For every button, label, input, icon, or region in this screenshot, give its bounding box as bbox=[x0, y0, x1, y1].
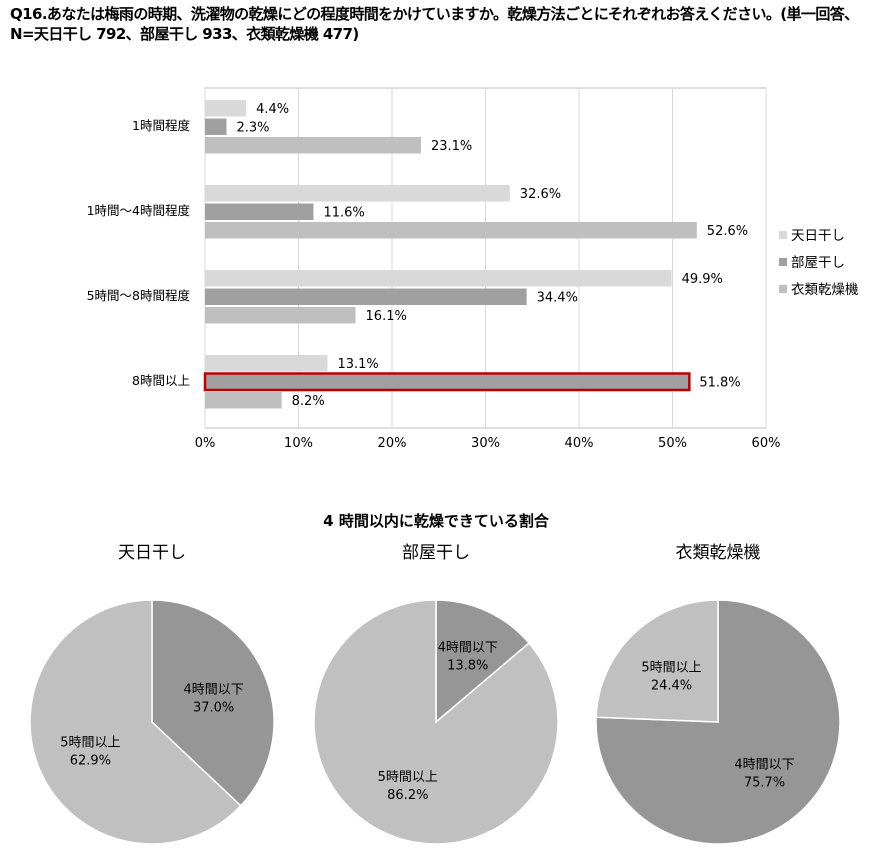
data-label: 52.6% bbox=[707, 224, 748, 239]
slice-label: 5時間以上 bbox=[641, 661, 701, 676]
bar bbox=[205, 288, 527, 305]
data-label: 49.9% bbox=[682, 272, 723, 287]
category-label: 5時間～8時間程度 bbox=[87, 288, 191, 303]
data-label: 4.4% bbox=[256, 102, 289, 117]
data-label: 8.2% bbox=[292, 394, 325, 409]
slice-label: 5時間以上 bbox=[60, 736, 120, 751]
slice-label: 4時間以下 bbox=[438, 640, 498, 655]
x-tick-label: 0% bbox=[195, 436, 216, 451]
pie-slice bbox=[595, 599, 719, 723]
pie-slice bbox=[151, 599, 275, 807]
data-label: 13.1% bbox=[337, 357, 378, 372]
x-tick-label: 50% bbox=[658, 436, 687, 451]
bar bbox=[205, 137, 421, 154]
category-label: 8時間以上 bbox=[132, 373, 190, 388]
bar bbox=[205, 185, 510, 202]
slice-value: 37.0% bbox=[193, 700, 234, 715]
slice-label: 5時間以上 bbox=[378, 770, 438, 785]
slice-label: 4時間以下 bbox=[183, 682, 243, 697]
slice-value: 62.9% bbox=[70, 754, 111, 769]
bar bbox=[205, 222, 697, 239]
bar bbox=[203, 372, 691, 392]
bar bbox=[205, 392, 282, 409]
bar bbox=[205, 118, 227, 135]
pie-slice bbox=[435, 599, 531, 724]
slice-value: 24.4% bbox=[651, 679, 692, 694]
legend-swatch bbox=[779, 231, 787, 239]
legend-label: 天日干し bbox=[791, 228, 845, 244]
slice-value: 75.7% bbox=[744, 775, 785, 790]
x-tick-label: 60% bbox=[752, 436, 781, 451]
legend-label: 衣類乾燥機 bbox=[791, 282, 859, 298]
pie-title: 部屋干し bbox=[402, 543, 470, 563]
pie-slice bbox=[29, 599, 242, 845]
bar bbox=[205, 355, 328, 372]
category-label: 1時間程度 bbox=[132, 118, 190, 133]
data-label: 23.1% bbox=[431, 139, 472, 154]
x-tick-label: 10% bbox=[284, 436, 313, 451]
pie-title: 天日干し bbox=[118, 543, 186, 563]
bar bbox=[205, 307, 356, 324]
bar bbox=[205, 270, 672, 287]
x-tick-label: 40% bbox=[565, 436, 594, 451]
bar bbox=[205, 100, 247, 117]
slice-value: 86.2% bbox=[387, 788, 428, 803]
slice-value: 13.8% bbox=[447, 658, 488, 673]
slice-label: 4時間以下 bbox=[734, 757, 794, 772]
data-label: 32.6% bbox=[520, 187, 561, 202]
data-label: 51.8% bbox=[699, 376, 740, 391]
x-tick-label: 30% bbox=[471, 436, 500, 451]
pie-group-title: 4 時間以内に乾燥できている割合 bbox=[323, 512, 550, 530]
category-label: 1時間～4時間程度 bbox=[87, 203, 191, 218]
data-label: 16.1% bbox=[366, 309, 407, 324]
question-title: Q16.あなたは梅雨の時期、洗濯物の乾燥にどの程度時間をかけていますか。乾燥方法… bbox=[10, 5, 859, 43]
data-label: 2.3% bbox=[237, 121, 270, 136]
pie-slice bbox=[313, 599, 559, 845]
pie-title: 衣類乾燥機 bbox=[676, 543, 761, 563]
data-label: 34.4% bbox=[537, 291, 578, 306]
bar bbox=[205, 203, 314, 220]
legend-swatch bbox=[779, 258, 787, 266]
data-label: 11.6% bbox=[323, 206, 364, 221]
legend-swatch bbox=[779, 285, 787, 293]
x-tick-label: 20% bbox=[378, 436, 407, 451]
legend-label: 部屋干し bbox=[791, 255, 845, 271]
